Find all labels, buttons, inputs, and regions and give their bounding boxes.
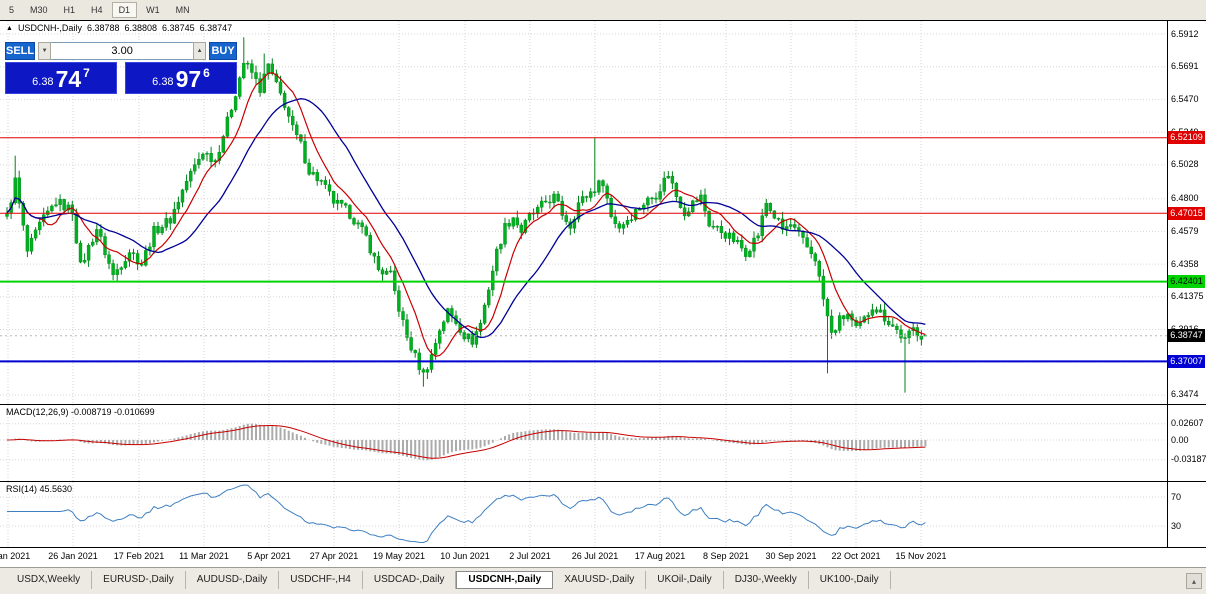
chart-symbol-title: USDCNH-,Daily — [17, 23, 82, 33]
chart-tab-list: USDX,Weekly EURUSD-,Daily AUDUSD-,Daily USD… — [6, 571, 891, 589]
ohlc-open: 6.38788 — [86, 23, 120, 33]
chart-tab[interactable]: EURUSD-,Daily — [92, 571, 186, 589]
volume-decrease-icon: ▼ — [41, 48, 48, 54]
chart-tab[interactable]: UKOil-,Daily — [646, 571, 724, 589]
volume-increase-icon: ▲ — [196, 48, 203, 54]
timeframe-button-h4[interactable]: H4 — [84, 2, 110, 18]
rsi-indicator-label: RSI(14) 45.5630 — [6, 484, 73, 494]
timeframe-button-5[interactable]: 5 — [2, 2, 21, 18]
sell-price-pipette: 7 — [83, 66, 90, 80]
chart-tab[interactable]: USDX,Weekly — [6, 571, 93, 589]
volume-stepper: ▼ ▲ — [38, 42, 207, 60]
ohlc-high: 6.38808 — [124, 23, 158, 33]
chart-tab[interactable]: XAUUSD-,Daily — [553, 571, 647, 589]
one-click-trade-panel: SELL ▼ ▲ BUY 6.38 74 7 6.38 97 6 — [5, 42, 237, 94]
chart-tab[interactable]: AUDUSD-,Daily — [186, 571, 280, 589]
sell-price-prefix: 6.38 — [32, 76, 54, 88]
chart-tab[interactable]: USDCNH-,Daily — [456, 571, 554, 589]
ohlc-low: 6.38745 — [162, 23, 195, 33]
timeframe-button-d1[interactable]: D1 — [111, 2, 138, 18]
timeframe-button-mn[interactable]: MN — [169, 2, 197, 18]
sell-price-display: 6.38 74 7 — [5, 62, 117, 94]
sell-button[interactable]: SELL — [5, 42, 36, 60]
macd-indicator-label: MACD(12,26,9) -0.008719 -0.010699 — [6, 407, 155, 417]
chart-tab[interactable]: USDCAD-,Daily — [363, 571, 457, 589]
volume-down-button[interactable]: ▼ — [38, 42, 52, 60]
ohlc-close: 6.38747 — [199, 23, 233, 33]
sell-price-big: 74 — [55, 66, 82, 92]
timeframe-button-h1[interactable]: H1 — [57, 2, 83, 18]
one-click-collapse-icon[interactable]: ▲ — [6, 24, 13, 32]
buy-price-display: 6.38 97 6 — [125, 62, 237, 94]
timeframe-button-m30[interactable]: M30 — [23, 2, 55, 18]
chart-tab[interactable]: USDCHF-,H4 — [279, 571, 363, 589]
timeframe-button-w1[interactable]: W1 — [139, 2, 167, 18]
volume-up-button[interactable]: ▲ — [193, 42, 207, 60]
tab-scroll-button[interactable]: ▴ — [1186, 573, 1202, 589]
buy-button[interactable]: BUY — [209, 42, 237, 60]
volume-input[interactable] — [51, 42, 194, 60]
chart-tab-bar: USDX,Weekly EURUSD-,Daily AUDUSD-,Daily USD… — [0, 567, 1206, 594]
chart-tab[interactable]: DJ30-,Weekly — [724, 571, 809, 589]
timeframe-toolbar: 5 M30 H1 H4 D1 W1 MN — [0, 0, 1206, 20]
chart-tab[interactable]: UK100-,Daily — [809, 571, 891, 589]
buy-price-pipette: 6 — [203, 66, 210, 80]
buy-price-big: 97 — [175, 66, 202, 92]
chart-header: ▲ USDCNH-,Daily 6.38788 6.38808 6.38745 … — [6, 23, 232, 33]
buy-price-prefix: 6.38 — [152, 76, 174, 88]
